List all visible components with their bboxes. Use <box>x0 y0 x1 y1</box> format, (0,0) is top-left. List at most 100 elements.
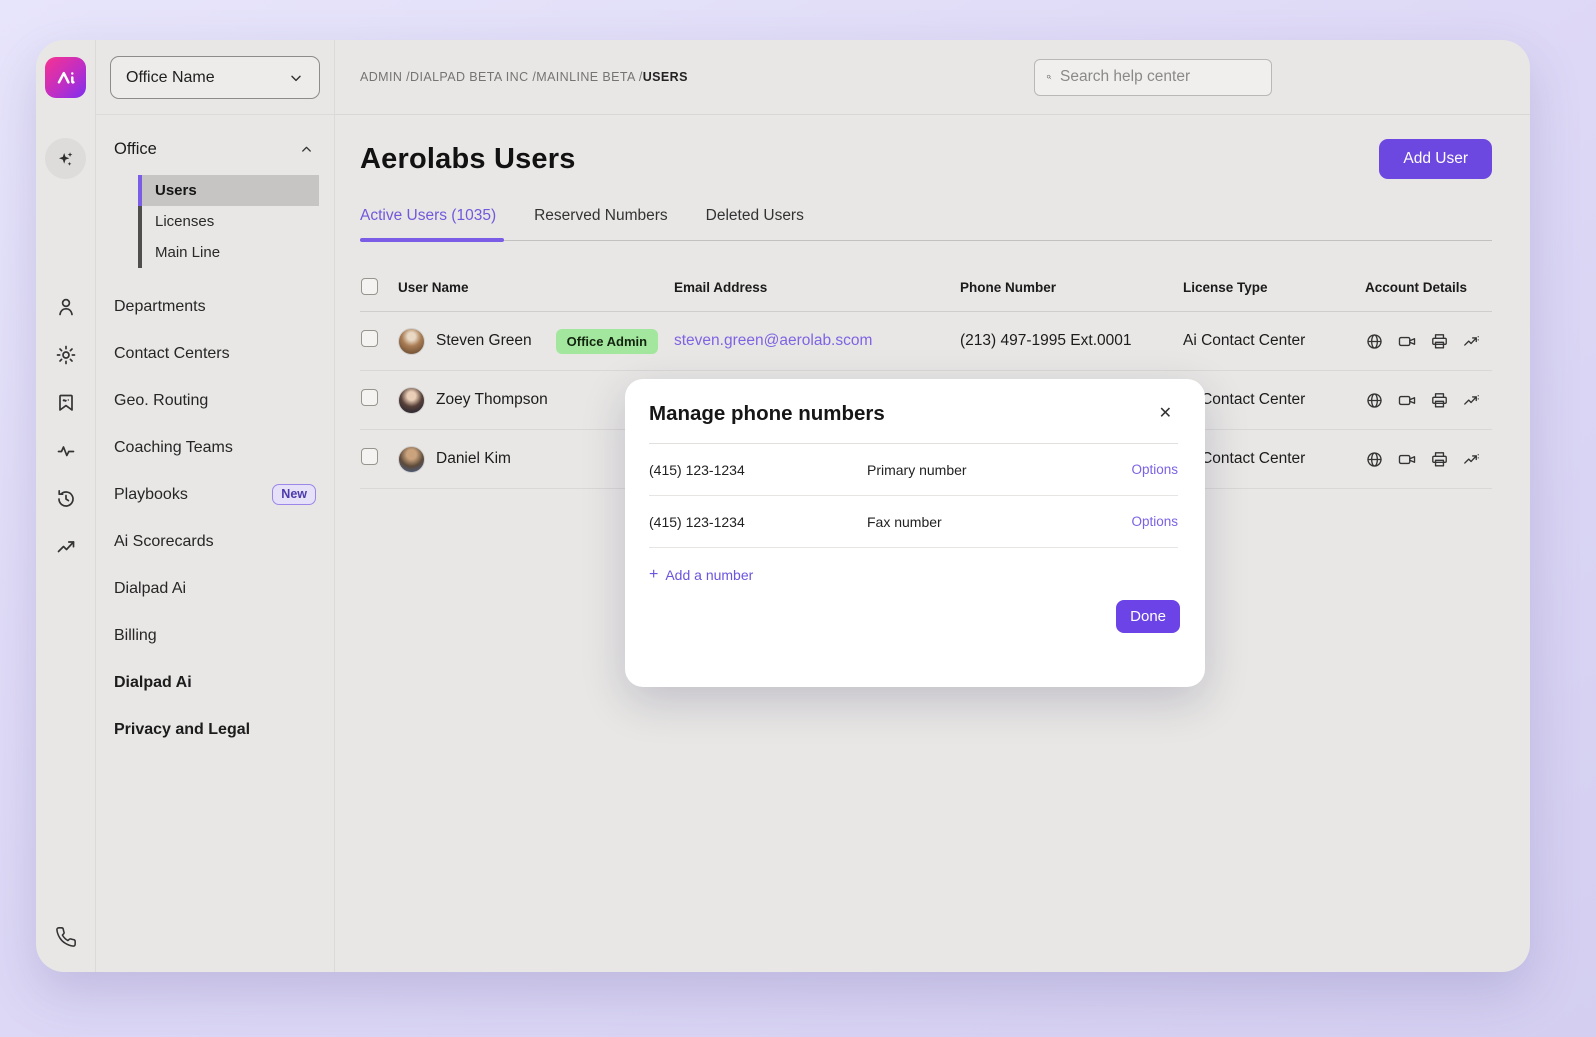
sidebar-item-contact-centers[interactable]: Contact Centers <box>96 330 334 377</box>
sidebar-item-dialpad-ai-2[interactable]: Dialpad Ai <box>96 659 334 706</box>
col-email: Email Address <box>674 280 768 295</box>
account-detail-actions <box>1365 332 1492 351</box>
printer-icon[interactable] <box>1430 450 1449 469</box>
nav-label: Dialpad Ai <box>114 673 192 691</box>
help-search-box <box>1034 58 1272 96</box>
nav-label: Departments <box>114 297 206 315</box>
rail-icon-stack <box>53 294 79 560</box>
nav-label: Geo. Routing <box>114 391 209 409</box>
web-globe-icon[interactable] <box>1365 391 1384 410</box>
sidebar-item-ai-scorecards[interactable]: Ai Scorecards <box>96 518 334 565</box>
breadcrumb-part[interactable]: ADMIN <box>360 70 403 84</box>
office-submenu: Users Licenses Main Line <box>138 175 334 268</box>
printer-icon[interactable] <box>1430 332 1449 351</box>
main-area: ADMIN /DIALPAD BETA INC /MAINLINE BETA /… <box>335 40 1530 972</box>
dialpad-ai-logo[interactable] <box>45 57 86 98</box>
col-account-details: Account Details <box>1365 280 1468 295</box>
tab-reserved-numbers[interactable]: Reserved Numbers <box>534 207 668 224</box>
user-name[interactable]: Zoey Thompson <box>436 391 548 408</box>
content: Aerolabs Users Add User Active Users (10… <box>335 115 1530 972</box>
sidebar-item-billing[interactable]: Billing <box>96 612 334 659</box>
video-icon[interactable] <box>1397 332 1417 351</box>
playbooks-icon[interactable] <box>53 390 79 416</box>
modal-divider <box>649 443 1178 444</box>
sidebar: Office Name Office Users Licenses Main L… <box>96 40 335 972</box>
submenu-item-label: Users <box>142 175 319 206</box>
plus-icon: + <box>649 566 659 583</box>
add-user-button[interactable]: Add User <box>1379 139 1492 179</box>
activity-pulse-icon[interactable] <box>53 438 79 464</box>
phone-icon[interactable] <box>53 924 79 950</box>
nav-label: Contact Centers <box>114 344 230 362</box>
usage-trend-icon[interactable] <box>1462 391 1481 410</box>
user-name[interactable]: Daniel Kim <box>436 450 511 467</box>
help-search-input[interactable] <box>1060 68 1260 86</box>
nav-label: Billing <box>114 626 157 644</box>
sidebar-item-dialpad-ai[interactable]: Dialpad Ai <box>96 565 334 612</box>
breadcrumb-separator: / <box>635 70 643 84</box>
sidebar-item-coaching-teams[interactable]: Coaching Teams <box>96 424 334 471</box>
avatar <box>398 386 425 414</box>
account-detail-actions <box>1365 450 1492 469</box>
users-icon[interactable] <box>53 294 79 320</box>
sidebar-item-playbooks[interactable]: Playbooks New <box>96 471 334 518</box>
office-selector[interactable]: Office Name <box>110 56 320 99</box>
tab-active-users[interactable]: Active Users (1035) <box>360 207 505 242</box>
trending-up-icon[interactable] <box>53 534 79 560</box>
row-checkbox[interactable] <box>361 330 378 347</box>
breadcrumb-separator: / <box>528 70 537 84</box>
history-icon[interactable] <box>53 486 79 512</box>
select-all-checkbox[interactable] <box>361 277 378 295</box>
usage-trend-icon[interactable] <box>1462 450 1481 469</box>
submenu-active-bar <box>138 175 142 206</box>
col-user-name: User Name <box>398 280 469 295</box>
avatar <box>398 445 425 473</box>
sidebar-item-licenses[interactable]: Licenses <box>138 206 334 237</box>
col-license: License Type <box>1183 280 1268 295</box>
video-icon[interactable] <box>1397 450 1417 469</box>
user-license: Ai Contact Center <box>1183 450 1306 467</box>
web-globe-icon[interactable] <box>1365 332 1384 351</box>
account-detail-actions <box>1365 391 1492 410</box>
new-badge: New <box>272 484 316 505</box>
submenu-item-label: Main Line <box>155 244 221 261</box>
close-icon[interactable]: ✕ <box>1158 405 1172 422</box>
sidebar-item-departments[interactable]: Departments <box>96 283 334 330</box>
options-link[interactable]: Options <box>1131 514 1178 529</box>
icon-rail <box>36 40 96 972</box>
sidebar-item-users[interactable]: Users <box>138 175 334 206</box>
office-admin-badge: Office Admin <box>555 328 659 354</box>
nav-label: Dialpad Ai <box>114 579 187 597</box>
phone-number-value: (415) 123-1234 <box>649 513 745 530</box>
tab-bar: Active Users (1035) Reserved Numbers Del… <box>360 207 1492 242</box>
usage-trend-icon[interactable] <box>1462 332 1481 351</box>
user-name[interactable]: Steven Green <box>436 332 532 349</box>
done-button[interactable]: Done <box>1116 600 1180 633</box>
user-email-link[interactable]: steven.green@aerolab.scom <box>674 332 873 349</box>
add-number-link[interactable]: + Add a number <box>649 566 753 584</box>
table-header: User Name Email Address Phone Number Lic… <box>360 264 1492 312</box>
web-globe-icon[interactable] <box>1365 450 1384 469</box>
sidebar-section-office[interactable]: Office <box>96 115 334 175</box>
user-license: Ai Contact Center <box>1183 391 1306 408</box>
breadcrumb-part[interactable]: MAINLINE BETA <box>536 70 635 84</box>
row-checkbox[interactable] <box>361 389 378 406</box>
sparkle-icon <box>58 151 72 166</box>
options-link[interactable]: Options <box>1131 462 1178 477</box>
user-license: Ai Contact Center <box>1183 332 1306 349</box>
sidebar-item-geo-routing[interactable]: Geo. Routing <box>96 377 334 424</box>
printer-icon[interactable] <box>1430 391 1449 410</box>
sidebar-item-main-line[interactable]: Main Line <box>138 237 334 268</box>
sidebar-item-privacy-legal[interactable]: Privacy and Legal <box>96 706 334 753</box>
tab-deleted-users[interactable]: Deleted Users <box>705 207 804 224</box>
nav-label: Playbooks <box>114 485 188 503</box>
settings-gear-icon[interactable] <box>53 342 79 368</box>
ai-assistant-button[interactable] <box>45 138 86 179</box>
add-number-label: Add a number <box>665 567 754 583</box>
row-checkbox[interactable] <box>361 448 378 465</box>
phone-number-row: (415) 123-1234 Fax number Options <box>649 496 1178 548</box>
breadcrumb-separator: / <box>402 70 411 84</box>
office-section-label: Office <box>114 140 157 158</box>
breadcrumb-part[interactable]: DIALPAD BETA INC <box>410 70 529 84</box>
video-icon[interactable] <box>1397 391 1417 410</box>
